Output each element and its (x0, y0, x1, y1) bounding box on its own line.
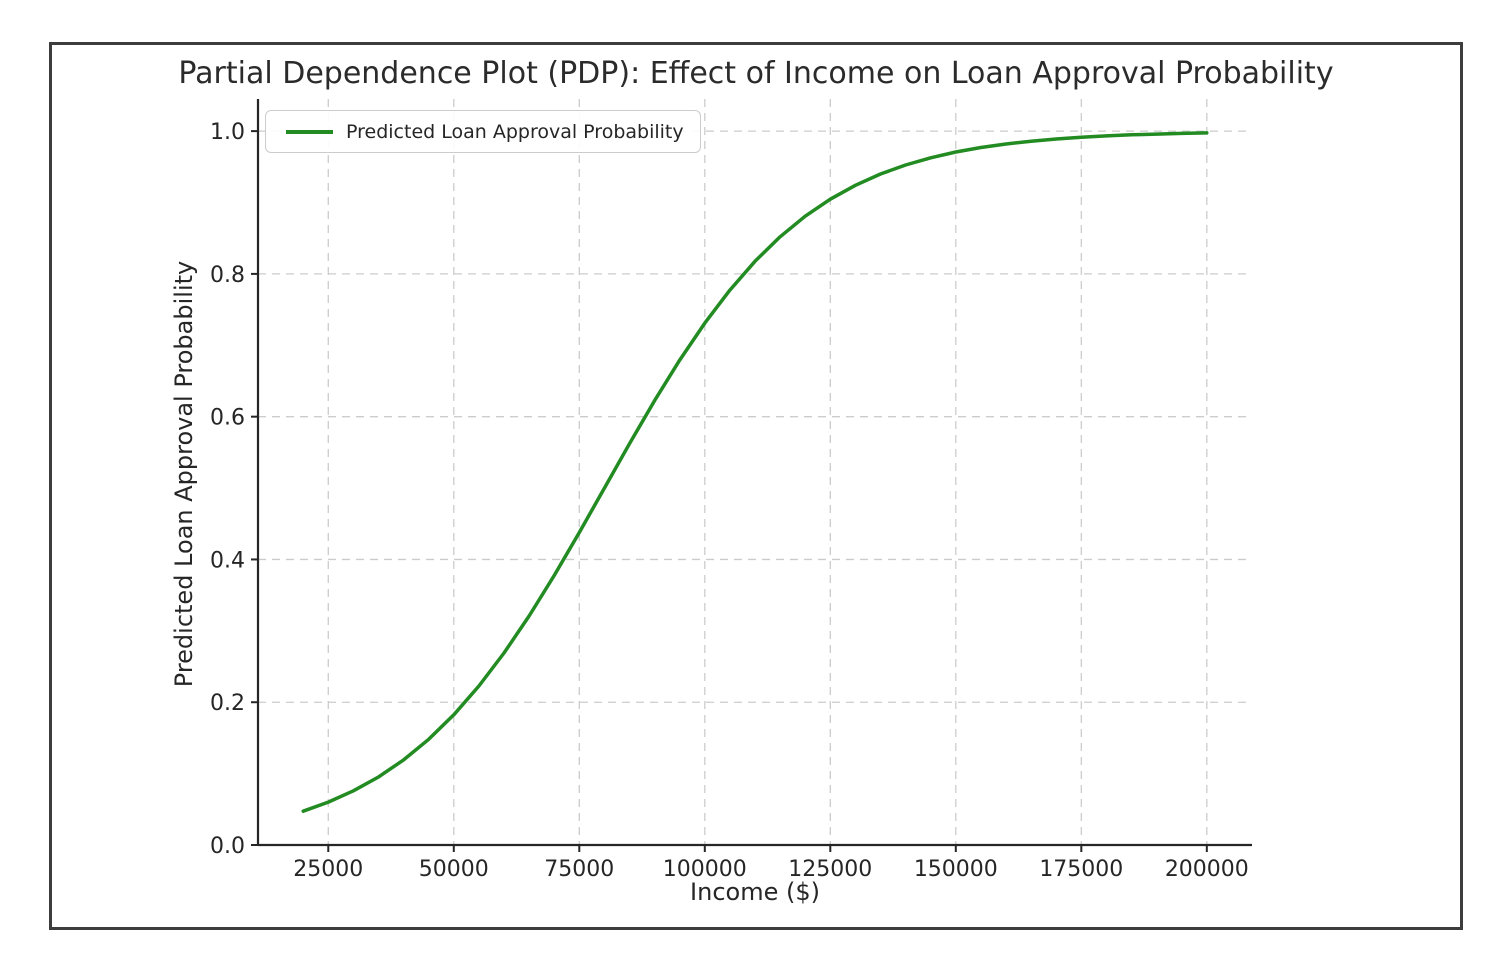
pdp-curve (301, 131, 1209, 813)
x-tick-label: 75000 (544, 857, 614, 882)
x-tick-label: 200000 (1165, 857, 1249, 882)
x-tick-label: 50000 (419, 857, 489, 882)
legend: Predicted Loan Approval Probability (265, 110, 701, 153)
y-tick-label: 1.0 (210, 120, 245, 145)
y-tick-label: 0.0 (210, 834, 245, 859)
legend-label: Predicted Loan Approval Probability (346, 120, 684, 143)
legend-line-sample (286, 129, 333, 134)
x-tick-label: 125000 (788, 857, 872, 882)
x-tick-label: 150000 (914, 857, 998, 882)
y-tick-label: 0.6 (210, 406, 245, 431)
chart-title: Partial Dependence Plot (PDP): Effect of… (178, 56, 1334, 91)
x-tick-label: 25000 (293, 857, 363, 882)
x-tick-label: 175000 (1039, 857, 1123, 882)
y-axis-label: Predicted Loan Approval Probability (170, 260, 198, 688)
x-tick-label: 100000 (663, 857, 747, 882)
x-axis-label: Income ($) (690, 878, 820, 906)
y-tick-label: 0.2 (210, 691, 245, 716)
y-tick-label: 0.4 (210, 548, 245, 573)
figure-frame (49, 42, 1463, 930)
y-tick-label: 0.8 (210, 263, 245, 288)
